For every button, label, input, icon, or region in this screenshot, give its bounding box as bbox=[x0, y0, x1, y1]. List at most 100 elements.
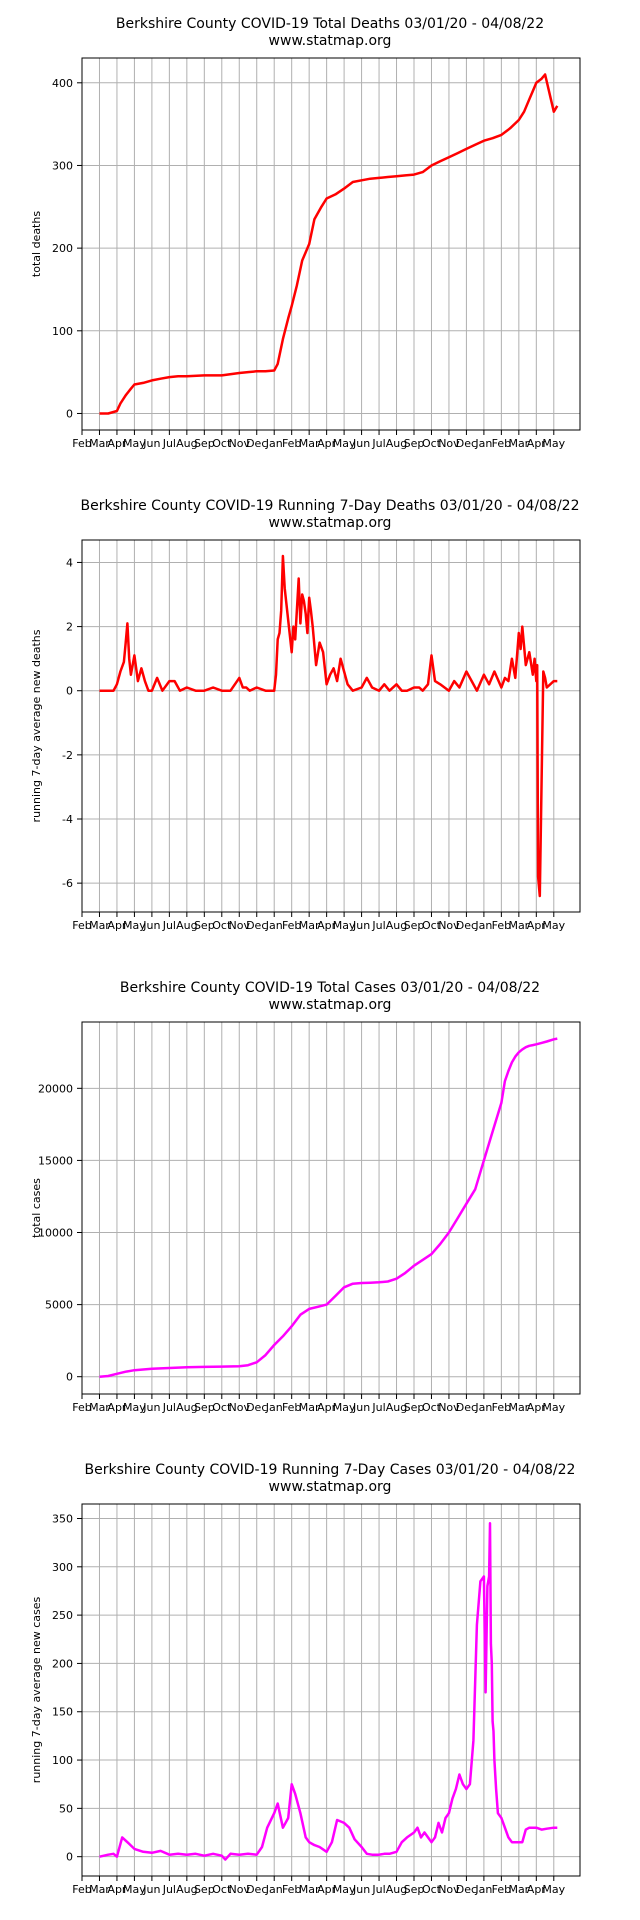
x-tick-label: Jun bbox=[352, 1401, 370, 1414]
x-tick-label: Sep bbox=[404, 919, 425, 932]
x-tick-label: Feb bbox=[282, 437, 301, 450]
x-tick-label: Nov bbox=[229, 1883, 251, 1896]
x-tick-label: Oct bbox=[422, 919, 442, 932]
x-tick-label: Apr bbox=[317, 1883, 337, 1896]
x-tick-label: Feb bbox=[492, 1883, 511, 1896]
x-tick-label: Mar bbox=[299, 437, 320, 450]
x-tick-label: Mar bbox=[508, 1883, 529, 1896]
x-tick-label: Feb bbox=[72, 1883, 91, 1896]
x-tick-label: Jan bbox=[265, 1401, 283, 1414]
x-tick-label: May bbox=[542, 437, 565, 450]
x-tick-label: Jun bbox=[142, 919, 160, 932]
x-tick-label: Sep bbox=[194, 437, 215, 450]
x-tick-label: Aug bbox=[176, 919, 197, 932]
x-tick-label: Aug bbox=[386, 1883, 407, 1896]
x-tick-label: May bbox=[542, 1883, 565, 1896]
x-tick-label: May bbox=[333, 1401, 356, 1414]
x-tick-label: Oct bbox=[422, 437, 442, 450]
x-tick-label: Apr bbox=[107, 437, 127, 450]
x-tick-label: Jul bbox=[371, 919, 385, 932]
y-tick-label: 250 bbox=[52, 1609, 73, 1622]
x-tick-label: Apr bbox=[527, 1401, 547, 1414]
plot-frame bbox=[81, 539, 581, 913]
x-tick-label: Jan bbox=[265, 919, 283, 932]
x-tick-label: Apr bbox=[527, 919, 547, 932]
x-tick-label: May bbox=[123, 1401, 146, 1414]
chart-subtitle: www.statmap.org bbox=[269, 997, 392, 1013]
plot-frame bbox=[81, 57, 581, 431]
x-tick-label: Nov bbox=[229, 437, 251, 450]
x-tick-label: Jan bbox=[474, 1401, 492, 1414]
y-tick-label: 10000 bbox=[38, 1227, 73, 1240]
x-tick-label: Jan bbox=[265, 437, 283, 450]
y-tick-label: 300 bbox=[52, 1561, 73, 1574]
x-tick-label: Dec bbox=[456, 1401, 477, 1414]
x-tick-label: Jun bbox=[352, 919, 370, 932]
x-tick-label: Mar bbox=[89, 437, 110, 450]
series-line bbox=[99, 1037, 558, 1378]
y-tick-label: 150 bbox=[52, 1706, 73, 1719]
x-tick-label: Apr bbox=[317, 1401, 337, 1414]
y-tick-label: 20000 bbox=[38, 1082, 73, 1095]
x-tick-label: Nov bbox=[438, 437, 460, 450]
x-tick-label: Jun bbox=[142, 1401, 160, 1414]
y-tick-label: 2 bbox=[66, 621, 73, 634]
x-tick-label: Mar bbox=[89, 1883, 110, 1896]
x-tick-label: Jan bbox=[265, 1883, 283, 1896]
y-tick-label: 100 bbox=[52, 1754, 73, 1767]
x-tick-label: Apr bbox=[107, 1883, 127, 1896]
x-tick-label: Dec bbox=[456, 437, 477, 450]
chart-title: Berkshire County COVID-19 Running 7-Day … bbox=[85, 1462, 576, 1478]
x-tick-label: Jul bbox=[162, 1883, 176, 1896]
chart-title: Berkshire County COVID-19 Total Deaths 0… bbox=[116, 16, 544, 32]
x-tick-label: Jun bbox=[142, 1883, 160, 1896]
y-tick-label: 400 bbox=[52, 77, 73, 90]
x-tick-label: May bbox=[542, 919, 565, 932]
x-tick-label: Dec bbox=[246, 919, 267, 932]
x-tick-label: Apr bbox=[107, 1401, 127, 1414]
x-tick-label: Dec bbox=[246, 437, 267, 450]
x-tick-label: Aug bbox=[176, 1401, 197, 1414]
x-tick-label: May bbox=[542, 1401, 565, 1414]
x-tick-label: Nov bbox=[438, 919, 460, 932]
x-tick-label: Jul bbox=[162, 437, 176, 450]
y-tick-label: -2 bbox=[62, 749, 73, 762]
y-tick-label: -4 bbox=[62, 813, 73, 826]
x-tick-label: Feb bbox=[282, 1401, 301, 1414]
x-tick-label: Apr bbox=[317, 437, 337, 450]
x-tick-label: Sep bbox=[194, 1401, 215, 1414]
x-tick-label: Oct bbox=[212, 437, 232, 450]
x-tick-label: Oct bbox=[212, 919, 232, 932]
series-line bbox=[99, 73, 559, 415]
x-tick-label: Dec bbox=[246, 1883, 267, 1896]
series-line bbox=[99, 554, 558, 898]
y-tick-label: 200 bbox=[52, 1657, 73, 1670]
x-tick-label: Jun bbox=[352, 437, 370, 450]
x-tick-label: Apr bbox=[107, 919, 127, 932]
chart-subtitle: www.statmap.org bbox=[269, 33, 392, 49]
x-tick-label: May bbox=[333, 919, 356, 932]
x-tick-label: Mar bbox=[299, 1401, 320, 1414]
x-tick-label: Nov bbox=[229, 1401, 251, 1414]
x-tick-label: Nov bbox=[229, 919, 251, 932]
x-tick-label: Feb bbox=[72, 1401, 91, 1414]
y-tick-label: 4 bbox=[66, 556, 73, 569]
chart-title: Berkshire County COVID-19 Running 7-Day … bbox=[81, 498, 580, 514]
x-tick-label: Aug bbox=[386, 437, 407, 450]
x-tick-label: Oct bbox=[422, 1883, 442, 1896]
chart-title: Berkshire County COVID-19 Total Cases 03… bbox=[120, 980, 540, 996]
x-tick-label: Jul bbox=[371, 1401, 385, 1414]
y-tick-label: 0 bbox=[66, 407, 73, 420]
y-axis-label: total cases bbox=[30, 1178, 43, 1238]
x-tick-label: Jul bbox=[162, 1401, 176, 1414]
x-tick-label: Mar bbox=[299, 1883, 320, 1896]
plot-frame bbox=[81, 1021, 581, 1395]
x-tick-label: Jul bbox=[162, 919, 176, 932]
x-tick-label: Feb bbox=[492, 1401, 511, 1414]
chart-subtitle: www.statmap.org bbox=[269, 515, 392, 531]
x-tick-label: Sep bbox=[404, 437, 425, 450]
x-tick-label: Aug bbox=[176, 437, 197, 450]
y-tick-label: 50 bbox=[59, 1802, 73, 1815]
x-tick-label: Oct bbox=[422, 1401, 442, 1414]
